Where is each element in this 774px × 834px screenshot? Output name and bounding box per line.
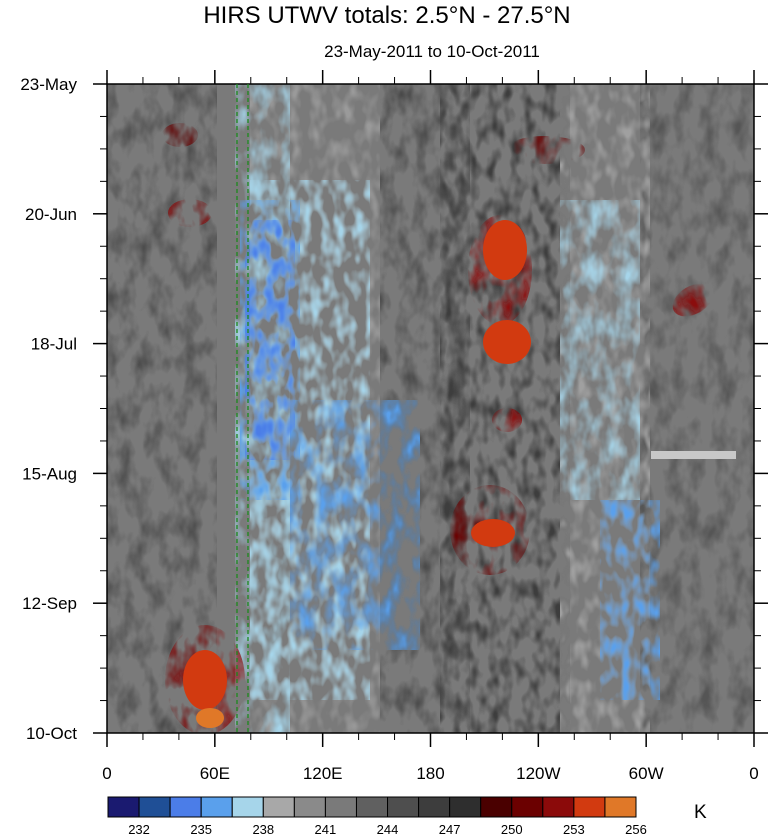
colorbar-swatch: [169, 796, 202, 818]
colorbar-label: 238: [252, 822, 274, 834]
x-axis: 0 60E 120E 180 120W 60W 0: [102, 70, 759, 783]
colorbar-swatch: [604, 796, 637, 818]
dry-anomaly-5: [168, 199, 212, 227]
moist-band-eastpac-south: [600, 500, 660, 700]
colorbar-label: 253: [563, 822, 585, 834]
y-tick-label: 20-Jun: [25, 205, 77, 224]
dry-anomaly-4-core: [183, 650, 227, 710]
y-axis: 23-May 20-Jun 18-Jul 15-Aug 12-Sep 10-Oct: [20, 75, 768, 743]
chart-subtitle: 23-May-2011 to 10-Oct-2011: [324, 42, 540, 61]
colorbar-swatch: [573, 796, 606, 818]
heatmap-field: [107, 84, 754, 733]
dry-anomaly-2-core: [483, 320, 531, 364]
x-tick-label: 0: [749, 764, 758, 783]
colorbar-swatch: [511, 796, 544, 818]
y-tick-label: 15-Aug: [22, 464, 77, 483]
colorbar-swatch: [418, 796, 451, 818]
colorbar-label: 250: [501, 822, 523, 834]
colorbar-label: 232: [128, 822, 150, 834]
colorbar-swatch: [107, 796, 140, 818]
y-tick-label: 18-Jul: [31, 335, 77, 354]
colorbar-swatch: [355, 796, 389, 818]
colorbar-swatch: [200, 796, 233, 818]
colorbar-swatch: [231, 796, 264, 818]
y-tick-label: 10-Oct: [26, 724, 77, 743]
colorbar-unit: K: [694, 802, 707, 823]
moist-band-deep: [245, 220, 295, 460]
y-tick-label: 12-Sep: [22, 594, 77, 613]
dry-anomaly-9: [492, 408, 522, 432]
dry-anomaly-6: [505, 136, 585, 164]
colorbar-swatch: [138, 796, 171, 818]
dry-anomaly-7: [672, 283, 714, 317]
colorbar-swatch: [262, 796, 295, 818]
x-tick-label: 120W: [516, 764, 560, 783]
colorbar-swatch: [542, 796, 575, 818]
colorbar-label: 247: [439, 822, 461, 834]
colorbar-label: 235: [190, 822, 212, 834]
colorbar-label: 244: [377, 822, 399, 834]
dry-anomaly-4-peak: [196, 708, 224, 728]
x-tick-label: 60W: [629, 764, 664, 783]
colorbar-label: 256: [625, 822, 647, 834]
colorbar-swatch: [449, 796, 482, 818]
dry-anomaly-1-core: [483, 220, 527, 280]
colorbar-swatch: [324, 796, 357, 818]
dry-anomaly-8: [162, 123, 198, 147]
chart-title: HIRS UTWV totals: 2.5°N - 27.5°N: [203, 2, 571, 29]
moist-band-south: [290, 400, 420, 650]
dry-anomaly-3-core: [471, 519, 515, 547]
x-tick-label: 180: [416, 764, 444, 783]
colorbar: 232 235 238 241 244 247 250 253 256: [107, 796, 647, 834]
colorbar-swatch: [387, 796, 420, 818]
colorbar-swatch: [293, 796, 326, 818]
x-tick-label: 60E: [200, 764, 230, 783]
gray-marker: [651, 451, 736, 459]
moist-band-eastpac: [560, 200, 640, 500]
colorbar-swatch: [480, 796, 513, 818]
x-tick-label: 0: [102, 764, 111, 783]
y-tick-label: 23-May: [20, 75, 77, 94]
x-tick-label: 120E: [303, 764, 343, 783]
colorbar-label: 241: [315, 822, 337, 834]
dry-band-africa: [107, 84, 217, 733]
